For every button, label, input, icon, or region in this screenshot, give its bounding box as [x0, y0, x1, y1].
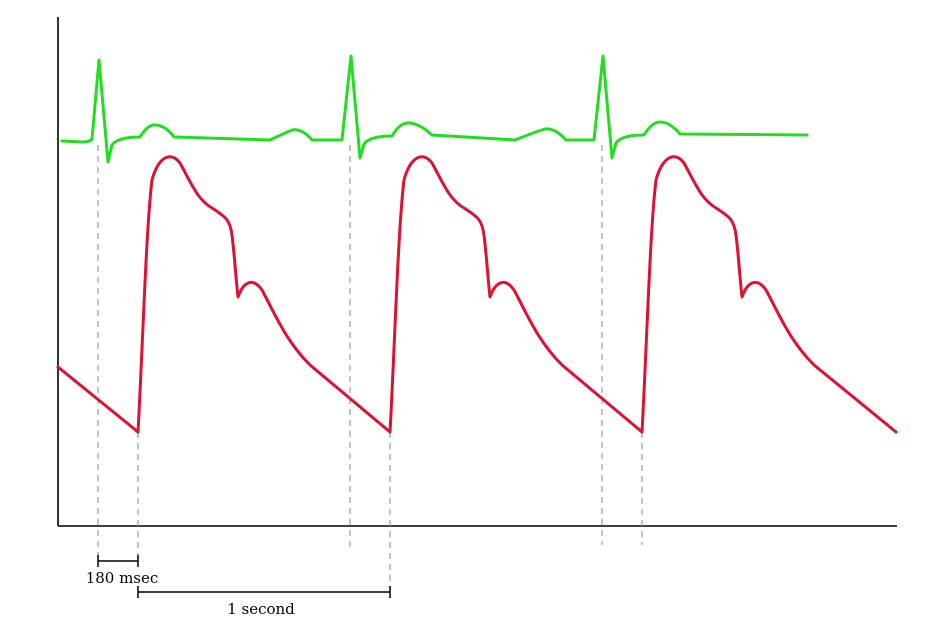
period-label: 1 second	[227, 600, 295, 618]
pressure-trace	[56, 155, 898, 434]
period-bracket: 1 second	[137, 586, 391, 618]
delay-bracket-line	[97, 555, 139, 567]
delay-label: 180 msec	[86, 569, 159, 587]
delay-bracket: 180 msec	[86, 555, 159, 587]
period-bracket-line	[137, 586, 391, 598]
ecg-trace	[60, 54, 809, 164]
